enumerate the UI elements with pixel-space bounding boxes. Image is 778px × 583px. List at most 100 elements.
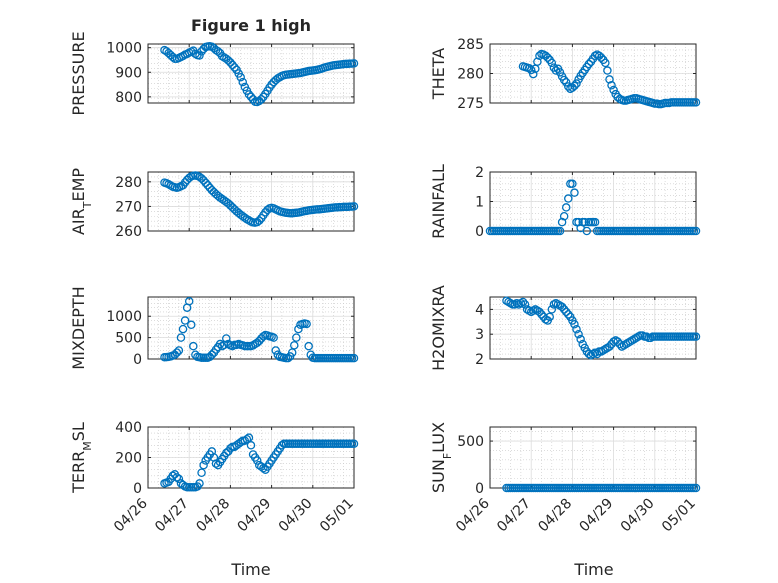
data-point <box>559 75 569 85</box>
y-tick-label: 400 <box>115 420 142 436</box>
data-point <box>199 176 208 185</box>
x-tick-label: 05/01 <box>317 496 357 536</box>
data-point <box>176 333 186 342</box>
data-point <box>222 334 231 343</box>
data-point <box>207 350 217 359</box>
data-point <box>203 181 212 190</box>
data-point <box>557 302 567 312</box>
y-tick-label: 0 <box>475 224 484 240</box>
y-tick-label: 270 <box>115 199 142 215</box>
x-tick-label: 05/01 <box>659 496 699 536</box>
data-point <box>226 58 235 67</box>
x-tick-label: 04/28 <box>535 496 575 536</box>
y-tick-label: 0 <box>475 481 484 497</box>
y-tick-label: 2 <box>475 165 484 181</box>
data-point <box>574 329 583 339</box>
x-tick-label: 04/30 <box>618 496 658 536</box>
data-point <box>283 353 293 363</box>
data-point <box>584 59 594 69</box>
data-point <box>174 474 184 484</box>
data-point <box>691 483 701 493</box>
data-point <box>570 320 579 329</box>
data-point <box>615 339 625 349</box>
subplot-mixdepth: 0 500 1000 MIXDEPTH <box>69 286 359 370</box>
data-point <box>246 441 256 450</box>
data-point <box>564 82 573 91</box>
x-tick-label: 04/29 <box>235 496 275 536</box>
y-tick-label: 3 <box>475 327 484 343</box>
data-point <box>257 95 266 104</box>
data-point <box>228 60 237 70</box>
y-tick-label: 900 <box>115 65 142 81</box>
data-point <box>543 53 552 62</box>
data-point <box>561 78 571 87</box>
data-point <box>545 312 554 322</box>
y-axis-label: SUNFLUX <box>429 422 454 493</box>
subplot-theta: 275 280 285 THETA <box>429 37 701 112</box>
y-tick-label: 285 <box>457 37 484 53</box>
subplot-pressure: 800 900 1000 PRESSURE <box>69 31 359 116</box>
data-point <box>174 346 184 355</box>
y-axis-label: PRESSURE <box>69 31 88 115</box>
data-point <box>213 47 223 56</box>
y-tick-label: 2 <box>475 352 484 368</box>
data-point <box>259 463 268 473</box>
data-point <box>572 324 581 334</box>
data-point <box>559 305 569 314</box>
data-point <box>691 226 701 236</box>
data-series <box>518 49 701 109</box>
data-point <box>244 433 254 442</box>
data-point <box>290 341 299 350</box>
data-point <box>349 439 359 449</box>
data-point <box>271 346 280 355</box>
data-point <box>520 300 530 309</box>
data-point <box>561 307 571 317</box>
data-point <box>294 324 303 334</box>
data-point <box>603 66 612 75</box>
data-point <box>547 58 557 68</box>
data-point <box>242 434 252 444</box>
data-point <box>570 81 579 91</box>
y-axis-label: AIRTEMP <box>69 168 94 235</box>
data-point <box>576 334 585 344</box>
axes-box <box>489 296 697 360</box>
y-axis-label: H2OMIXRA <box>429 285 448 371</box>
y-axis-label: MIXDEPTH <box>69 286 88 369</box>
x-axis-label-right: Time <box>573 560 613 579</box>
data-point <box>574 217 583 227</box>
data-point <box>259 332 268 341</box>
data-point <box>178 51 188 61</box>
data-point <box>557 217 567 227</box>
data-series <box>485 179 701 236</box>
data-point <box>215 339 225 349</box>
y-tick-label: 280 <box>457 67 484 83</box>
data-point <box>568 179 577 189</box>
axes-box <box>147 296 355 360</box>
y-axis-label: RAINFALL <box>429 164 448 239</box>
x-tick-label: 04/27 <box>152 496 192 536</box>
data-point <box>555 68 565 77</box>
y-tick-label: 800 <box>115 90 142 106</box>
y-tick-label: 280 <box>115 175 142 191</box>
data-point <box>254 216 264 225</box>
data-point <box>537 310 546 319</box>
data-point <box>349 353 359 363</box>
data-point <box>349 202 359 211</box>
data-point <box>605 342 614 351</box>
data-point <box>244 90 254 99</box>
data-point <box>535 51 544 61</box>
data-point <box>572 79 581 88</box>
data-point <box>199 460 208 470</box>
data-point <box>224 339 233 349</box>
data-point <box>178 324 188 334</box>
data-series <box>160 171 359 227</box>
data-point <box>252 456 262 465</box>
x-tick-label: 04/28 <box>193 496 233 536</box>
data-point <box>555 226 565 236</box>
y-tick-label: 500 <box>457 434 484 450</box>
data-point <box>564 310 573 319</box>
data-series <box>502 296 701 360</box>
data-series <box>160 41 359 107</box>
subplot-terr-msl: 0 200 400 04/26 04/27 04/28 04/29 04/30 05/01 TER… <box>69 420 359 536</box>
